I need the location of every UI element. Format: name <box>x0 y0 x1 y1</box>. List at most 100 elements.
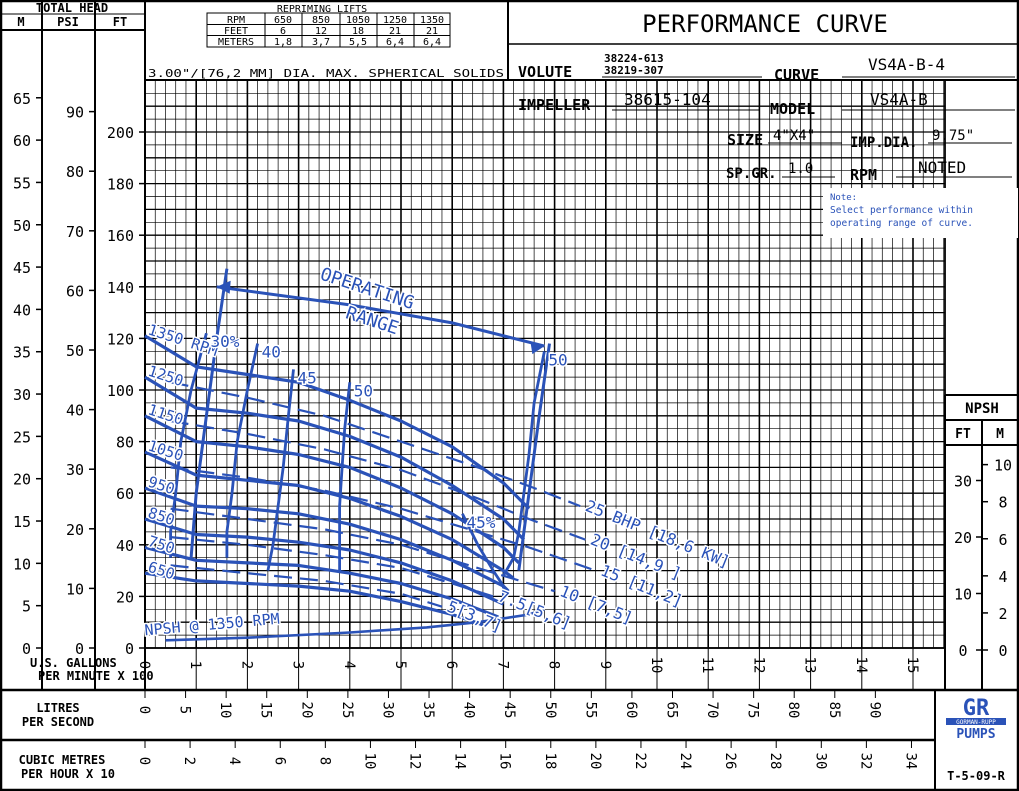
ft-tick-label: 60 <box>116 485 134 503</box>
npsh-m-tick-label: 4 <box>998 568 1007 586</box>
m-tick-label: 55 <box>13 174 31 192</box>
cmh-tick-label: 28 <box>767 753 783 770</box>
psi-tick-label: 40 <box>66 402 84 420</box>
repriming-meters-1: 1,8 <box>274 37 292 48</box>
cmh-tick-label: 2 <box>181 757 197 765</box>
psi-tick-label: 30 <box>66 461 84 479</box>
total-head-label: TOTAL HEAD <box>36 1 108 15</box>
npsh-m-tick-label: 6 <box>998 531 1007 549</box>
cmh-tick-label: 18 <box>542 753 558 770</box>
repriming-meters-label: METERS <box>218 37 254 48</box>
performance-curve-title: PERFORMANCE CURVE <box>642 10 888 38</box>
drawing-number: T-5-09-R <box>947 769 1006 783</box>
lps-tick-label: 40 <box>461 702 477 719</box>
unit-m-label: M <box>17 15 24 29</box>
repriming-meters-3: 5,5 <box>349 37 367 48</box>
repriming-rpm-1250: 1250 <box>383 15 407 26</box>
curve-value: VS4A-B-4 <box>868 55 945 74</box>
lps-tick-label: 35 <box>420 702 436 719</box>
note-line-1: Select performance within <box>830 205 973 216</box>
repriming-feet-5: 21 <box>426 26 438 37</box>
m-tick-label: 5 <box>22 598 31 616</box>
repriming-lifts-table: REPRIMING LIFTS RPM FEET METERS 650 850 … <box>207 4 450 48</box>
gorman-rupp-logo: GR GORMAN-RUPP PUMPS <box>946 696 1006 742</box>
gpm-tick-label: 2 <box>238 661 254 669</box>
ft-tick-label: 80 <box>116 434 134 452</box>
ft-tick-label: 20 <box>116 588 134 606</box>
cmh-tick-label: 6 <box>271 757 287 765</box>
cmh-tick-label: 30 <box>812 753 828 770</box>
spgr-label: SP.GR. <box>726 166 777 182</box>
psi-tick-label: 70 <box>66 223 84 241</box>
model-value: VS4A-B <box>870 90 928 109</box>
speed-curve-label: 850 <box>146 504 177 529</box>
psi-tick-label: 20 <box>66 521 84 539</box>
lps-tick-label: 45 <box>501 702 517 719</box>
cmh-tick-label: 10 <box>361 753 377 770</box>
lps-tick-label: 65 <box>663 702 679 719</box>
lps-tick-label: 50 <box>542 702 558 719</box>
efficiency-curve-label: 45% <box>466 513 495 532</box>
cmh-tick-label: 14 <box>452 753 468 770</box>
npsh-unit-m: M <box>996 427 1004 442</box>
speed-curve-label: 1350 RPM <box>146 321 220 360</box>
gpm-tick-label: 3 <box>290 661 306 669</box>
psi-tick-label: 90 <box>66 104 84 122</box>
npsh-ft-tick-label: 20 <box>954 529 972 547</box>
model-label: MODEL <box>770 100 815 118</box>
npsh-ft-tick-label: 10 <box>954 586 972 604</box>
impeller-value: 38615-104 <box>624 90 711 109</box>
repriming-meters-4: 6,4 <box>386 37 404 48</box>
lps-tick-label: 70 <box>704 702 720 719</box>
ft-tick-label: 120 <box>107 330 134 348</box>
cmh-tick-label: 24 <box>677 753 693 770</box>
repriming-rpm-1050: 1050 <box>346 15 370 26</box>
npsh-unit-ft: FT <box>955 427 971 442</box>
cmh-tick-label: 4 <box>226 757 242 765</box>
gpm-tick-label: 14 <box>853 657 869 674</box>
m-tick-label: 40 <box>13 301 31 319</box>
efficiency-curve-label: 30% <box>210 332 239 351</box>
gpm-tick-label: 6 <box>443 661 459 669</box>
repriming-rpm-650: 650 <box>274 15 292 26</box>
ft-tick-label: 40 <box>116 537 134 555</box>
repriming-feet-3: 18 <box>352 26 364 37</box>
lps-tick-label: 75 <box>745 702 761 719</box>
gpm-tick-label: 9 <box>597 661 613 669</box>
note-line-2: operating range of curve. <box>830 218 973 229</box>
npsh-m-tick-label: 8 <box>998 494 1007 512</box>
npsh-title: NPSH <box>965 401 999 417</box>
m-tick-label: 30 <box>13 386 31 404</box>
npsh-m-tick-label: 0 <box>998 642 1007 660</box>
m-tick-label: 35 <box>13 344 31 362</box>
lps-tick-label: 30 <box>379 702 395 719</box>
gpm-tick-label: 11 <box>699 657 715 674</box>
lps-tick-label: 55 <box>582 702 598 719</box>
lps-tick-label: 15 <box>258 702 274 719</box>
repriming-meters-5: 6,4 <box>423 37 441 48</box>
repriming-feet-1: 6 <box>280 26 286 37</box>
gpm-label-2: PER MINUTE X 100 <box>38 669 154 683</box>
gpm-tick-label: 12 <box>750 657 766 674</box>
ft-tick-label: 140 <box>107 279 134 297</box>
cmh-tick-label: 26 <box>722 753 738 770</box>
npsh-m-tick-label: 10 <box>994 457 1012 475</box>
cmh-label-1: CUBIC METRES <box>19 753 106 767</box>
volute-value-2: 38219-307 <box>604 64 664 77</box>
ft-tick-label: 100 <box>107 382 134 400</box>
repriming-feet-4: 21 <box>389 26 401 37</box>
lps-tick-label: 0 <box>136 706 152 714</box>
m-tick-label: 20 <box>13 471 31 489</box>
volute-label: VOLUTE <box>518 63 572 81</box>
lps-tick-label: 90 <box>866 702 882 719</box>
lps-tick-label: 25 <box>339 702 355 719</box>
npsh-ft-tick-label: 0 <box>958 642 967 660</box>
repriming-meters-2: 3,7 <box>312 37 330 48</box>
m-tick-label: 25 <box>13 428 31 446</box>
npsh-m-tick-label: 2 <box>998 605 1007 623</box>
cmh-tick-label: 32 <box>857 753 873 770</box>
m-tick-label: 10 <box>13 555 31 573</box>
m-tick-label: 15 <box>13 513 31 531</box>
psi-tick-label: 80 <box>66 163 84 181</box>
impdia-value: 9.75" <box>932 128 974 144</box>
